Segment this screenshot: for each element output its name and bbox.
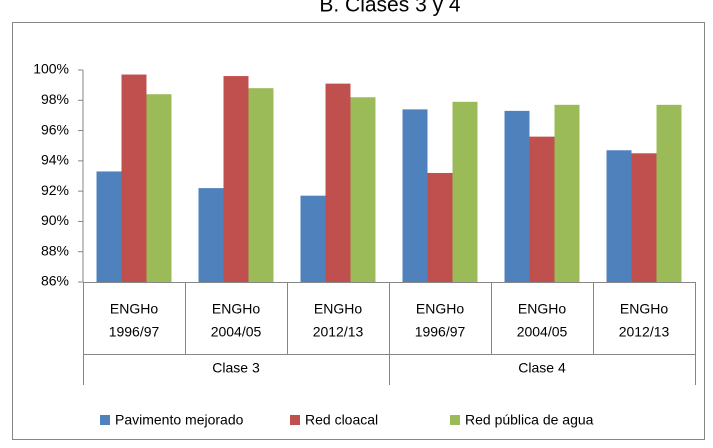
bar (529, 136, 555, 282)
bar (427, 172, 453, 282)
bar (223, 76, 249, 282)
bar (325, 83, 351, 282)
y-tick-label: 88% (41, 242, 69, 258)
bar (631, 153, 657, 282)
group-label: Clase 3 (212, 360, 260, 376)
x-tick-label: ENGHo (518, 301, 566, 317)
bar (504, 110, 530, 282)
legend-label: Pavimento mejorado (115, 412, 244, 428)
bar (96, 171, 122, 282)
bar (146, 94, 172, 282)
y-tick-label: 100% (33, 61, 69, 77)
y-tick-label: 86% (41, 273, 69, 289)
chart-title: B. Clases 3 y 4 (319, 0, 461, 17)
legend-swatch (290, 415, 300, 425)
legend-swatch (100, 415, 110, 425)
bar (656, 104, 682, 282)
legend-label: Red cloacal (305, 412, 378, 428)
x-tick-label: ENGHo (416, 301, 464, 317)
x-tick-label: 2012/13 (619, 324, 670, 340)
x-tick-label: 2004/05 (517, 324, 568, 340)
x-tick-label: 1996/97 (415, 324, 466, 340)
y-tick-label: 94% (41, 152, 69, 168)
bar (402, 109, 428, 282)
bar (554, 104, 580, 282)
x-tick-label: 2012/13 (313, 324, 364, 340)
bar (452, 101, 478, 282)
x-tick-label: 2004/05 (211, 324, 262, 340)
y-tick-label: 92% (41, 182, 69, 198)
group-label: Clase 4 (518, 360, 566, 376)
legend-swatch (450, 415, 460, 425)
bar (198, 188, 224, 282)
y-tick-label: 90% (41, 212, 69, 228)
bar (121, 74, 147, 283)
x-tick-label: ENGHo (314, 301, 362, 317)
bar (606, 150, 632, 282)
x-tick-label: ENGHo (212, 301, 260, 317)
x-tick-label: 1996/97 (109, 324, 160, 340)
y-tick-label: 96% (41, 121, 69, 137)
bar (300, 195, 326, 282)
x-tick-label: ENGHo (620, 301, 668, 317)
y-tick-label: 98% (41, 91, 69, 107)
bar (350, 97, 376, 282)
x-tick-label: ENGHo (110, 301, 158, 317)
legend-label: Red pública de agua (465, 412, 594, 428)
bar (248, 88, 274, 283)
